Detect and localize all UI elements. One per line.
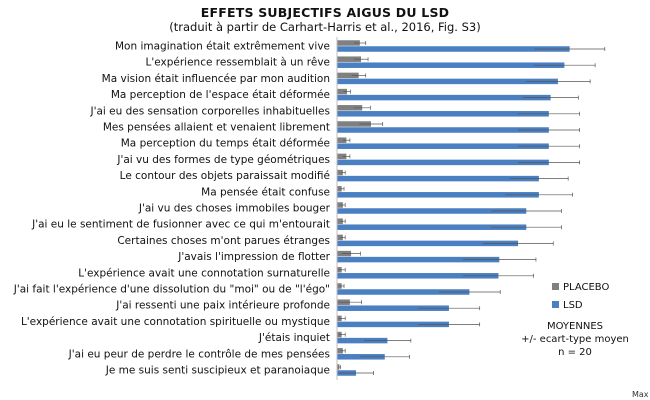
bar-placebo: [337, 218, 343, 224]
category-label: Ma vision était influencée par mon audit…: [102, 73, 330, 85]
bar-lsd: [337, 94, 551, 101]
bar-lsd: [337, 127, 549, 133]
bar-lsd: [337, 240, 519, 247]
bar-placebo: [337, 348, 343, 354]
bar-placebo: [337, 234, 343, 241]
category-label: Certaines choses m'ont parues étranges: [117, 235, 330, 247]
category-label: Je me suis senti suscipieux et paranoiaq…: [105, 365, 330, 377]
bar-placebo: [337, 121, 371, 127]
bar-lsd: [337, 175, 539, 182]
bar-lsd: [337, 273, 499, 279]
bar-placebo: [337, 202, 343, 208]
legend-swatch-placebo: [552, 283, 559, 290]
category-label: Mon imagination était extrêmement vive: [115, 41, 330, 53]
category-label: L'expérience avait une connotation spiri…: [21, 316, 330, 328]
category-label: J'ai eu peur de perdre le contrôle de me…: [68, 348, 330, 360]
bar-placebo: [337, 88, 347, 95]
bar-lsd: [337, 224, 527, 230]
category-label: J'ai eu des sensation corporelles inhabi…: [90, 105, 331, 117]
legend-label-lsd: LSD: [563, 300, 583, 311]
category-label: Le contour des objets paraissait modifié: [120, 170, 330, 182]
legend-swatch-lsd: [552, 301, 559, 308]
bar-lsd: [337, 321, 449, 328]
note-line-sd: +/- ecart-type moyen: [521, 334, 629, 345]
category-label: J'étais inquiet: [258, 332, 330, 344]
category-label: J'ai ressenti une paix intérieure profon…: [115, 300, 330, 312]
bar-lsd: [337, 159, 549, 166]
bar-lsd: [337, 289, 470, 295]
legend: PLACEBO LSD: [552, 282, 609, 311]
category-label: L'expérience ressemblait à un rêve: [146, 57, 330, 69]
bar-placebo: [337, 72, 359, 79]
category-label: Mes pensées allaient et venaient libreme…: [103, 122, 330, 134]
x-axis-max-label: Max: [632, 390, 649, 399]
bar-lsd: [337, 256, 500, 263]
bar-placebo: [337, 137, 347, 143]
category-label: Ma perception de l'espace était déformée: [111, 89, 330, 101]
bar-placebo: [337, 105, 363, 111]
bar-lsd: [337, 46, 570, 52]
note-line-n: n = 20: [558, 347, 592, 358]
bar-placebo: [337, 153, 347, 160]
category-label: J'avais l'impression de flotter: [177, 251, 330, 263]
category-label: J'ai fait l'expérience d'une dissolution…: [13, 284, 330, 296]
category-label: J'ai vu des formes de type géométriques: [116, 154, 330, 166]
category-label: Ma pensée était confuse: [201, 186, 330, 198]
category-labels: Mon imagination était extrêmement vive L'…: [13, 41, 331, 377]
bar-placebo: [337, 56, 362, 62]
bar-placebo: [337, 169, 343, 176]
bar-lsd: [337, 143, 549, 149]
bar-placebo: [337, 40, 360, 46]
bar-lsd: [337, 111, 549, 117]
bar-lsd: [337, 305, 449, 311]
note-line-mean: MOYENNES: [546, 321, 603, 332]
category-label: Ma perception du temps était déformée: [121, 138, 330, 150]
bar-lsd: [337, 337, 388, 344]
bar-lsd: [337, 208, 527, 214]
category-label: J'ai vu des choses immobiles bouger: [138, 203, 331, 215]
category-label: L'expérience avait une connotation surna…: [78, 267, 330, 279]
chart-note: MOYENNES +/- ecart-type moyen n = 20: [520, 320, 630, 359]
x-axis: Max: [336, 37, 649, 399]
chart-subtitle: (traduit à partir de Carhart-Harris et a…: [169, 20, 481, 34]
chart-title: EFFETS SUBJECTIFS AIGUS DU LSD: [200, 5, 450, 20]
category-label: J'ai eu le sentiment de fusionner avec c…: [31, 219, 330, 231]
bar-lsd: [337, 62, 565, 68]
bar-lsd: [337, 192, 539, 198]
legend-label-placebo: PLACEBO: [563, 282, 609, 293]
bars: [337, 40, 606, 376]
bar-lsd: [337, 78, 558, 85]
